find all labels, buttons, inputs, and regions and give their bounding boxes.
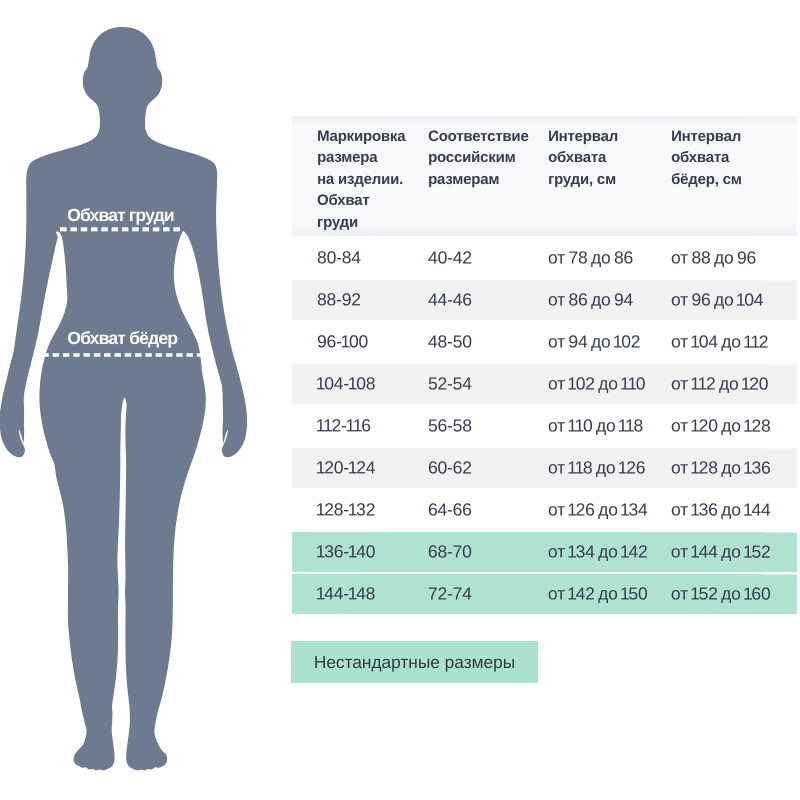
svg-text:Обхват бёдер: Обхват бёдер [67, 328, 178, 348]
svg-text:Обхват груди: Обхват груди [67, 205, 174, 225]
